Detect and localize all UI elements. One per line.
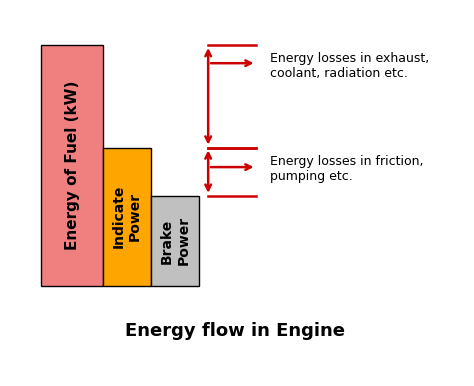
Text: Energy of Fuel (kW): Energy of Fuel (kW) [64,81,80,250]
Text: Indicate
Power: Indicate Power [112,185,142,249]
Bar [41,45,103,286]
Text: Brake
Power: Brake Power [160,216,191,266]
Text: Energy losses in exhaust,
coolant, radiation etc.: Energy losses in exhaust, coolant, radia… [270,52,429,80]
Bar [103,147,151,286]
Text: Energy losses in friction,
pumping etc.: Energy losses in friction, pumping etc. [270,155,423,183]
Text: Energy flow in Engine: Energy flow in Engine [125,322,345,340]
Bar [151,196,200,286]
